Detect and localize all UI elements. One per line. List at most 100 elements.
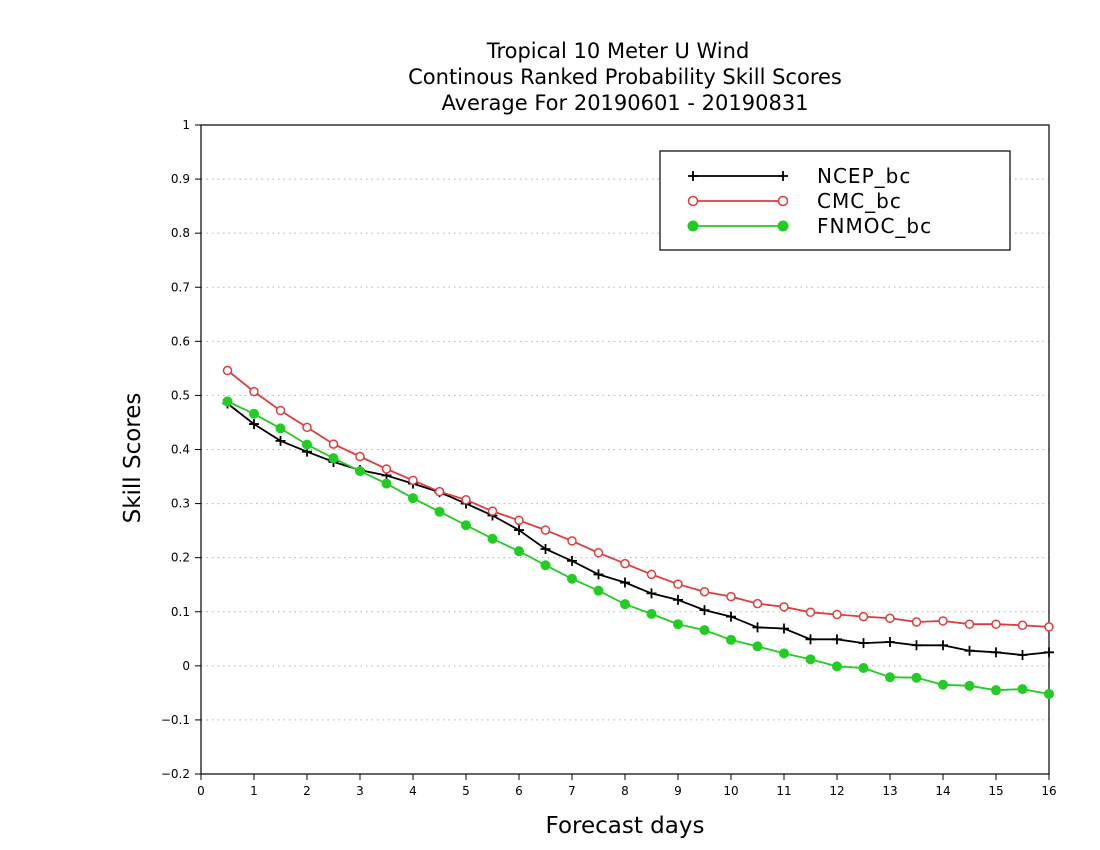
data-point-marker — [687, 195, 699, 207]
data-point-marker — [567, 536, 577, 546]
data-point-marker — [778, 171, 788, 181]
data-point-marker — [752, 622, 763, 633]
data-point-marker — [805, 607, 816, 618]
x-tick-label: 16 — [1041, 784, 1056, 798]
data-point-marker — [779, 623, 789, 634]
data-point-marker — [687, 220, 699, 232]
legend-item-ncep-bc: NCEP_bc — [688, 164, 910, 188]
data-point-marker — [514, 525, 524, 536]
title-line-1: Tropical 10 Meter U Wind — [486, 39, 750, 63]
data-point-marker — [540, 544, 551, 555]
series-line-ncep-bc — [226, 402, 1050, 656]
data-point-marker — [832, 634, 842, 645]
data-point-marker — [461, 520, 471, 531]
y-tick-label: 0.3 — [171, 497, 190, 511]
data-point-marker — [249, 408, 259, 419]
data-point-marker — [858, 611, 869, 622]
y-tick-label: 0.6 — [171, 334, 190, 348]
data-point-marker — [328, 439, 339, 449]
data-point-marker — [777, 195, 789, 207]
data-point-marker — [275, 405, 286, 416]
legend-item-cmc-bc: CMC_bc — [687, 189, 901, 213]
chart-title: Tropical 10 Meter U Wind Continous Ranke… — [408, 39, 842, 115]
data-point-marker — [673, 579, 683, 589]
data-point-marker — [620, 577, 630, 588]
x-tick-label: 12 — [829, 784, 844, 798]
data-point-marker — [832, 661, 842, 672]
data-point-marker — [222, 365, 233, 376]
data-point-marker — [991, 685, 1001, 696]
y-tick-label: 0.7 — [171, 280, 190, 294]
data-point-marker — [381, 478, 392, 489]
data-point-marker — [646, 588, 657, 599]
data-point-marker — [885, 637, 895, 648]
data-point-marker — [1017, 650, 1028, 661]
data-point-marker — [699, 605, 710, 616]
data-point-marker — [1044, 647, 1054, 658]
data-point-marker — [858, 662, 869, 673]
x-tick-label: 10 — [723, 784, 738, 798]
x-tick-label: 1 — [250, 784, 258, 798]
data-point-marker — [646, 569, 657, 580]
y-axis: 1 0.9 0.8 0.7 0.6 0.5 0.4 0.3 0.2 0.1 0 −0.1 −0.2 — [161, 118, 201, 781]
data-point-marker — [726, 634, 736, 645]
data-point-marker — [858, 638, 869, 649]
data-point-marker — [408, 475, 418, 486]
x-tick-label: 0 — [197, 784, 205, 798]
data-point-marker — [249, 419, 259, 430]
title-line-3: Average For 20190601 - 20190831 — [441, 91, 808, 115]
data-point-marker — [275, 435, 286, 446]
data-point-marker — [514, 515, 524, 526]
data-point-marker — [222, 396, 233, 407]
data-point-marker — [991, 647, 1001, 658]
data-point-marker — [964, 619, 975, 629]
data-point-marker — [832, 609, 842, 620]
data-point-marker — [567, 573, 577, 584]
data-point-marker — [964, 645, 975, 656]
x-tick-label: 14 — [935, 784, 950, 798]
title-line-2: Continous Ranked Probability Skill Score… — [408, 65, 842, 89]
data-point-marker — [1017, 684, 1028, 695]
y-tick-label: 0.1 — [171, 605, 190, 619]
y-tick-label: 0.9 — [171, 172, 190, 186]
y-tick-label: 0.5 — [171, 388, 190, 402]
legend-label: FNMOC_bc — [817, 214, 932, 238]
data-point-marker — [673, 619, 683, 630]
data-point-marker — [752, 598, 763, 609]
x-tick-label: 13 — [882, 784, 897, 798]
data-point-marker — [620, 558, 630, 569]
data-point-marker — [964, 680, 975, 691]
x-tick-label: 11 — [776, 784, 791, 798]
data-point-marker — [540, 560, 551, 571]
y-tick-label: −0.1 — [161, 713, 190, 727]
data-point-marker — [805, 654, 816, 665]
data-point-marker — [540, 525, 551, 535]
data-point-marker — [249, 386, 259, 397]
data-point-marker — [567, 555, 577, 566]
data-point-marker — [487, 506, 498, 516]
x-axis: 0 1 2 3 4 5 6 7 8 9 10 11 12 13 14 15 16 — [197, 774, 1057, 798]
y-tick-label: 0.8 — [171, 226, 190, 240]
data-point-marker — [699, 586, 710, 597]
y-tick-label: 0 — [182, 659, 190, 673]
series-layer — [222, 365, 1054, 699]
x-tick-label: 8 — [621, 784, 629, 798]
data-point-marker — [726, 611, 736, 622]
data-point-marker — [355, 451, 365, 462]
data-point-marker — [699, 625, 710, 636]
y-tick-label: −0.2 — [161, 767, 190, 781]
data-point-marker — [777, 220, 789, 232]
data-point-marker — [408, 493, 418, 504]
data-point-marker — [275, 423, 286, 434]
data-point-marker — [434, 486, 445, 497]
data-point-marker — [434, 506, 445, 517]
x-tick-label: 2 — [303, 784, 311, 798]
data-point-marker — [302, 422, 312, 433]
y-tick-label: 0.2 — [171, 551, 190, 565]
x-tick-label: 3 — [356, 784, 364, 798]
x-tick-label: 4 — [409, 784, 417, 798]
x-tick-label: 5 — [462, 784, 470, 798]
data-point-marker — [779, 648, 789, 659]
